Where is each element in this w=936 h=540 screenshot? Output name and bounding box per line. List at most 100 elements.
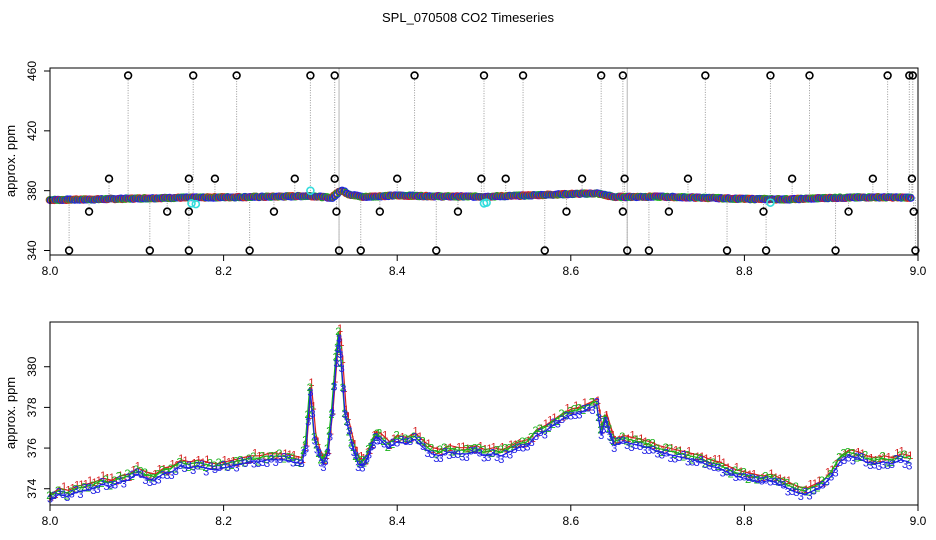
smoothed-series-3-marker: 3 <box>615 436 621 448</box>
smoothed-series-1-marker: 1 <box>386 440 392 452</box>
smoothed-series-3-marker: 3 <box>108 480 114 492</box>
smoothed-series-1-marker: 1 <box>156 463 162 475</box>
smoothed-series-1-marker: 1 <box>855 447 861 459</box>
smoothed-series-3-marker: 3 <box>425 448 431 460</box>
smoothed-series-3-marker: 3 <box>789 486 795 498</box>
raw-outlier-point <box>620 174 629 183</box>
smoothed-series-1-marker: 1 <box>347 425 353 437</box>
smoothed-series-3-marker: 3 <box>160 470 166 482</box>
smoothed-series-1-marker: 1 <box>864 453 870 465</box>
raw-point <box>907 194 915 202</box>
raw-outlier-point <box>761 246 771 255</box>
smoothed-series-3-marker: 3 <box>477 448 483 460</box>
smoothed-series-3-marker: 3 <box>229 459 235 471</box>
smoothed-series-2-marker: 2 <box>467 444 473 456</box>
smoothed-series-3-marker: 3 <box>845 452 851 464</box>
smoothed-series-3-marker: 3 <box>335 343 341 355</box>
smoothed-series-3-marker: 3 <box>655 449 661 461</box>
smoothed-series-3-marker: 3 <box>251 458 257 470</box>
smoothed-series-3-marker: 3 <box>337 349 343 361</box>
smoothed-series-3-marker: 3 <box>247 455 253 467</box>
smoothed-series-1-marker: 1 <box>265 451 271 463</box>
smoothed-series-2-marker: 2 <box>181 459 187 471</box>
smoothed-series-3-marker: 3 <box>720 468 726 480</box>
smoothed-series-2-marker: 2 <box>758 474 764 486</box>
smoothed-series-3-marker: 3 <box>290 458 296 470</box>
smoothed-series-1-marker: 1 <box>860 448 866 460</box>
smoothed-series-1-marker: 1 <box>376 431 382 443</box>
smoothed-series-1-marker: 1 <box>597 408 603 420</box>
smoothed-series-1-marker: 1 <box>165 465 171 477</box>
smoothed-series-2-marker: 2 <box>304 409 310 421</box>
smoothed-series-1-marker: 1 <box>330 406 336 418</box>
raw-outlier-point <box>330 71 339 80</box>
smoothed-series-1-marker: 1 <box>894 447 900 459</box>
smoothed-series-2-marker: 2 <box>237 455 243 467</box>
smoothed-series-1-marker: 1 <box>482 443 488 455</box>
smoothed-series-3-marker: 3 <box>689 456 695 468</box>
smoothed-series-1-marker: 1 <box>773 472 779 484</box>
smoothed-series-2-marker: 2 <box>393 430 399 442</box>
smoothed-series-1-marker: 1 <box>358 451 364 463</box>
smoothed-series-2-marker: 2 <box>463 444 469 456</box>
raw-outlier-point <box>596 71 606 80</box>
smoothed-series-2-marker: 2 <box>289 452 295 464</box>
smoothed-series-3-marker: 3 <box>876 461 882 473</box>
raw-y-tick-label: 340 <box>25 240 39 260</box>
smoothed-series-1-marker: 1 <box>660 444 666 456</box>
smoothed-series-2-marker: 2 <box>59 487 65 499</box>
smoothed-series-3-marker: 3 <box>815 481 821 493</box>
smoothed-series-1-marker: 1 <box>473 444 479 456</box>
smoothed-series-3-marker: 3 <box>542 429 548 441</box>
raw-outlier-point <box>905 71 914 80</box>
smoothed-series-2-marker: 2 <box>334 342 340 354</box>
smoothed-series-2-marker: 2 <box>853 453 859 465</box>
smoothed-series-1-marker: 1 <box>306 410 312 422</box>
smoothed-series-1-marker: 1 <box>499 441 505 453</box>
raw-outlier-point <box>911 246 920 255</box>
smoothed-series-3-marker: 3 <box>264 458 270 470</box>
smoothed-series-2-marker: 2 <box>365 443 371 455</box>
smoothed-series-3-marker: 3 <box>628 442 634 454</box>
raw-x-tick-label: 8.2 <box>215 264 232 278</box>
smoothed-series-3-marker: 3 <box>225 462 231 474</box>
smoothed-series-1-marker: 1 <box>610 429 616 441</box>
smoothed-series-3-marker: 3 <box>906 460 912 472</box>
smoothed-series-2-marker: 2 <box>220 459 226 471</box>
smoothed-series-2-marker: 2 <box>367 441 373 453</box>
smoothed-series-1-marker: 1 <box>235 457 241 469</box>
smoothed-series-1-marker: 1 <box>834 458 840 470</box>
smoothed-series-1-marker: 1 <box>91 477 97 489</box>
smoothed-series-2-marker: 2 <box>893 454 899 466</box>
smoothed-series-3-marker: 3 <box>572 410 578 422</box>
raw-outlier-point <box>269 207 279 216</box>
smoothed-series-2-marker: 2 <box>506 443 512 455</box>
smoothed-series-3-marker: 3 <box>767 476 773 488</box>
smoothed-series-1-marker: 1 <box>373 430 379 442</box>
smoothed-series-2-marker: 2 <box>554 416 560 428</box>
smoothed-series-3-marker: 3 <box>889 459 895 471</box>
raw-point <box>906 193 915 202</box>
smoothed-series-1-marker: 1 <box>187 459 193 471</box>
smoothed-series-3-marker: 3 <box>364 453 370 465</box>
smoothed-series-3-marker: 3 <box>711 462 717 474</box>
smoothed-series-2-marker: 2 <box>437 444 443 456</box>
smoothed-series-1-marker: 1 <box>256 451 262 463</box>
raw-outlier-point <box>184 246 194 255</box>
smoothed-series-1-marker: 1 <box>308 377 314 389</box>
smoothed-series-3-marker: 3 <box>323 456 329 468</box>
smoothed-series-3-marker: 3 <box>190 465 196 477</box>
smoothed-series-1-marker: 1 <box>820 477 826 489</box>
smoothed-series-3-marker: 3 <box>624 440 630 452</box>
smoothed-series-3-marker: 3 <box>581 404 587 416</box>
raw-outlier-point <box>375 207 385 216</box>
smoothed-series-3-marker: 3 <box>303 444 309 456</box>
smoothed-series-2-marker: 2 <box>901 449 907 461</box>
smoothed-series-1-marker: 1 <box>708 456 714 468</box>
smoothed-series-3-marker: 3 <box>255 458 261 470</box>
smoothed-series-3-marker: 3 <box>798 491 804 503</box>
smoothed-series-3-marker: 3 <box>451 449 457 461</box>
smoothed-series-3-marker: 3 <box>605 424 611 436</box>
smoothed-series-2-marker: 2 <box>259 451 265 463</box>
smoothed-series-3-marker: 3 <box>859 452 865 464</box>
